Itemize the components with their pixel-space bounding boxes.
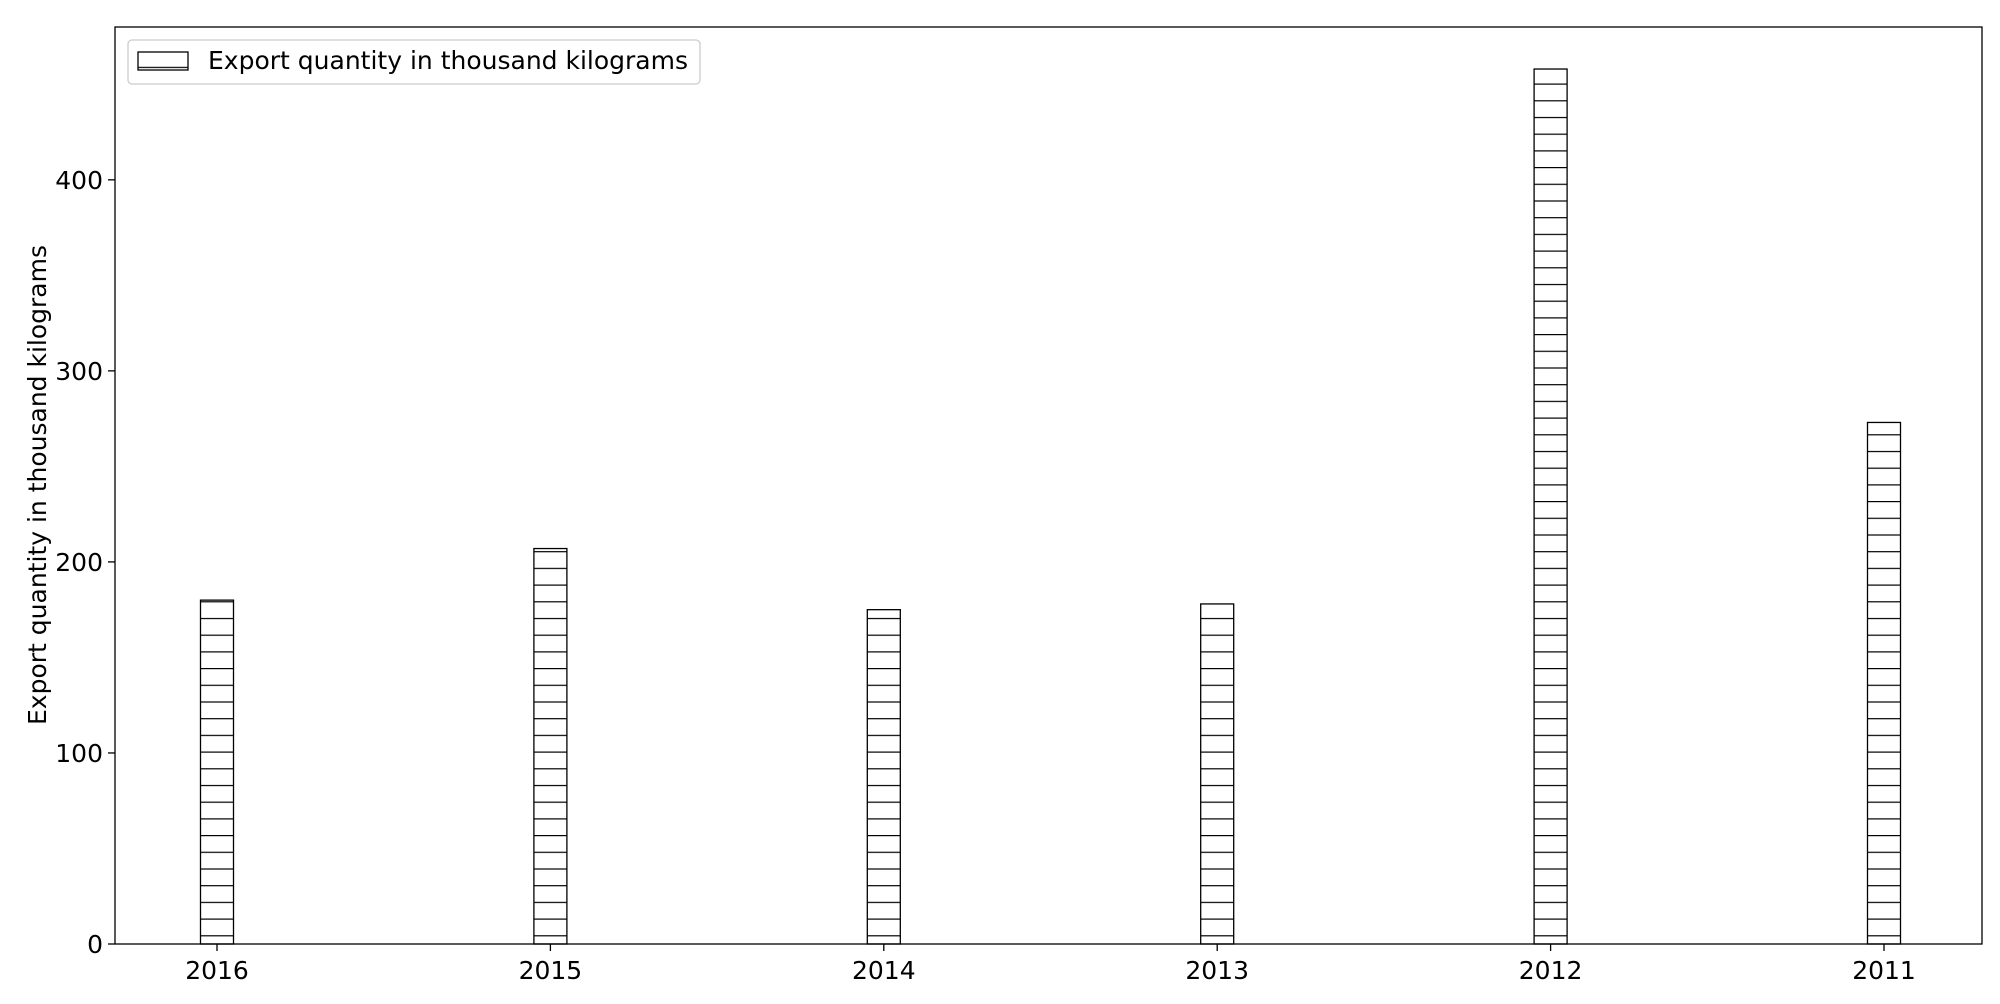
x-tick-label: 2013	[1185, 956, 1249, 985]
plot-frame	[114, 26, 1983, 945]
bar-2014	[866, 609, 901, 945]
x-axis-ticks: 2016 2015 2014 2013 2012 2011	[185, 944, 1916, 985]
bars-layer	[199, 68, 1902, 945]
x-tick-label: 2012	[1519, 956, 1583, 985]
legend-label: Export quantity in thousand kilograms	[208, 46, 688, 75]
legend-swatch	[137, 51, 189, 71]
x-tick-label: 2015	[519, 956, 583, 985]
y-tick-label: 0	[87, 930, 103, 959]
bar-2016	[199, 599, 235, 945]
legend: Export quantity in thousand kilograms	[127, 39, 701, 85]
bar-2012	[1533, 68, 1568, 945]
y-tick-label: 300	[55, 357, 103, 386]
bar-2015	[533, 547, 568, 945]
bar-2011	[1866, 421, 1902, 945]
y-axis-label: Export quantity in thousand kilograms	[23, 245, 52, 725]
legend-frame	[127, 39, 701, 85]
x-tick-label: 2011	[1852, 956, 1916, 985]
bar-2013	[1200, 603, 1235, 945]
axes-layer	[114, 26, 1983, 945]
x-tick-label: 2016	[185, 956, 249, 985]
y-tick-label: 400	[55, 166, 103, 195]
y-tick-label: 200	[55, 548, 103, 577]
y-tick-label: 100	[55, 739, 103, 768]
x-tick-label: 2014	[852, 956, 916, 985]
y-axis-ticks: 0 100 200 300 400	[55, 166, 115, 959]
